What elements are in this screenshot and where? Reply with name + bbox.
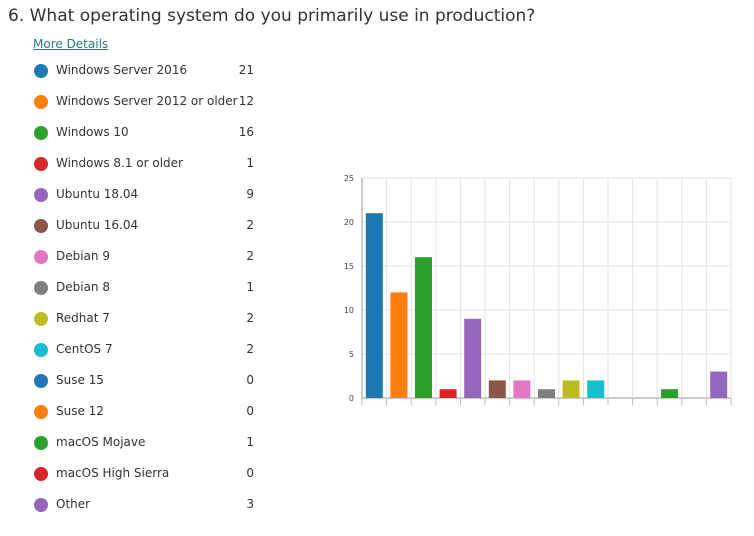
legend-label: Suse 15 (56, 373, 104, 387)
legend-item: Other 3 (0, 496, 300, 516)
bar (365, 213, 383, 398)
legend-label: Windows 8.1 or older (56, 156, 183, 170)
legend-count: 12 (238, 94, 254, 108)
legend-count: 0 (246, 404, 254, 418)
legend-item: Redhat 7 2 (0, 310, 300, 330)
bar (710, 371, 728, 398)
bar (587, 380, 605, 398)
legend-count: 1 (246, 435, 254, 449)
legend-label: macOS Mojave (56, 435, 146, 449)
legend-label: Redhat 7 (56, 311, 110, 325)
legend-label: Windows 10 (56, 125, 129, 139)
legend-count: 1 (246, 156, 254, 170)
legend-label: macOS High Sierra (56, 466, 170, 480)
legend-count: 9 (246, 187, 254, 201)
legend-item: Windows Server 2012 or older 12 (0, 93, 300, 113)
legend-label: CentOS 7 (56, 342, 113, 356)
legend-swatch (34, 467, 48, 481)
legend-item: macOS High Sierra 0 (0, 465, 300, 485)
legend-label: Ubuntu 18.04 (56, 187, 139, 201)
bar (661, 389, 678, 398)
legend-count: 2 (246, 249, 254, 263)
legend-count: 0 (246, 466, 254, 480)
legend-swatch (34, 498, 48, 512)
legend-item: CentOS 7 2 (0, 341, 300, 361)
bar (513, 380, 531, 398)
legend-label: Windows Server 2012 or older (56, 94, 238, 108)
legend-label: Ubuntu 16.04 (56, 218, 139, 232)
legend-label: Windows Server 2016 (56, 63, 188, 77)
legend: Windows Server 2016 21 Windows Server 2012… (0, 0, 300, 536)
legend-swatch (34, 95, 48, 109)
legend-label: Other (56, 497, 91, 511)
legend-item: Suse 12 0 (0, 403, 300, 423)
y-tick-label: 15 (344, 262, 354, 271)
bar (464, 318, 482, 398)
y-tick-label: 5 (349, 350, 354, 359)
legend-item: Debian 8 1 (0, 279, 300, 299)
legend-count: 2 (246, 218, 254, 232)
legend-count: 16 (238, 125, 254, 139)
legend-swatch (34, 374, 48, 388)
bar (538, 389, 555, 398)
legend-swatch (34, 157, 48, 171)
legend-item: Ubuntu 18.04 9 (0, 186, 300, 206)
legend-swatch (34, 312, 48, 326)
legend-item: Windows 10 16 (0, 124, 300, 144)
legend-label: Suse 12 (56, 404, 104, 418)
legend-count: 2 (246, 311, 254, 325)
legend-swatch (34, 343, 48, 357)
legend-item: Suse 15 0 (0, 372, 300, 392)
legend-count: 3 (246, 497, 254, 511)
legend-swatch (34, 281, 48, 295)
legend-item: Ubuntu 16.04 2 (0, 217, 300, 237)
legend-swatch (34, 219, 48, 233)
legend-swatch (34, 126, 48, 140)
bar (390, 292, 408, 398)
legend-item: Windows 8.1 or older 1 (0, 155, 300, 175)
more-details-link[interactable]: More Details (33, 37, 109, 51)
legend-label: Debian 8 (56, 280, 110, 294)
y-tick-label: 20 (344, 218, 354, 227)
legend-label: Debian 9 (56, 249, 110, 263)
bar (562, 380, 580, 398)
legend-count: 0 (246, 373, 254, 387)
y-tick-label: 0 (349, 394, 354, 403)
y-tick-label: 25 (344, 174, 354, 183)
legend-swatch (34, 250, 48, 264)
bar (488, 380, 506, 398)
question-title: 6. What operating system do you primaril… (8, 6, 536, 26)
legend-count: 21 (238, 63, 254, 77)
bar (439, 389, 457, 398)
legend-item: Debian 9 2 (0, 248, 300, 268)
legend-swatch (34, 436, 48, 450)
legend-item: Windows Server 2016 21 (0, 62, 300, 82)
legend-swatch (34, 188, 48, 202)
legend-item: macOS Mojave 1 (0, 434, 300, 454)
bar (415, 257, 432, 398)
legend-count: 1 (246, 280, 254, 294)
legend-count: 2 (246, 342, 254, 356)
legend-swatch (34, 405, 48, 419)
y-tick-label: 10 (344, 306, 354, 315)
legend-swatch (34, 64, 48, 78)
